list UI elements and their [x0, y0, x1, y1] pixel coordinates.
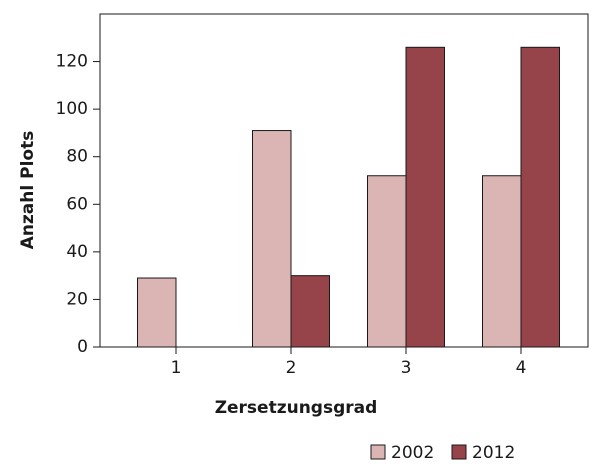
- x-tick-label: 2: [286, 358, 297, 378]
- y-tick-label: 60: [66, 194, 88, 214]
- y-tick-label: 20: [66, 289, 88, 309]
- bar: [290, 275, 330, 348]
- bar: [137, 277, 177, 348]
- x-tick-label: 3: [401, 358, 412, 378]
- plot-frame: [99, 13, 589, 348]
- x-axis-title: Zersetzungsgrad: [215, 398, 378, 418]
- bar: [520, 46, 560, 348]
- y-tick-label: 80: [66, 147, 88, 167]
- y-axis-title: Anzahl Plots: [18, 131, 38, 250]
- legend-label: 2012: [472, 443, 515, 463]
- y-tick-label: 0: [77, 337, 88, 357]
- bar: [252, 130, 292, 348]
- legend-swatch: [451, 444, 467, 460]
- legend-label: 2002: [391, 443, 434, 463]
- y-tick-label: 40: [66, 242, 88, 262]
- y-tick-label: 100: [56, 99, 88, 119]
- bar: [367, 175, 407, 348]
- y-tick-label: 120: [56, 52, 88, 72]
- x-tick-label: 4: [516, 358, 527, 378]
- bar: [482, 175, 522, 348]
- x-tick-label: 1: [171, 358, 182, 378]
- legend-swatch: [370, 444, 386, 460]
- bar: [405, 46, 445, 348]
